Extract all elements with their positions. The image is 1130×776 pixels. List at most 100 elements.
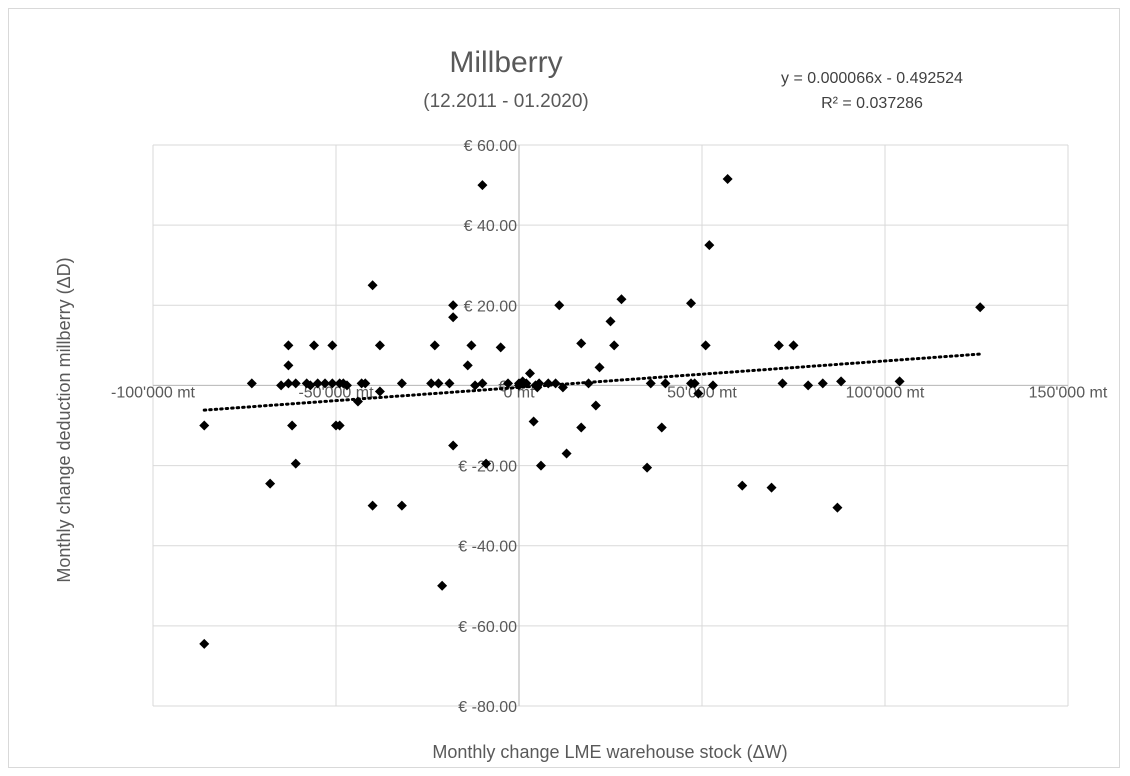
data-point (246, 378, 257, 389)
data-point (773, 340, 784, 351)
data-point (352, 396, 363, 407)
data-point (894, 376, 905, 387)
y-tick-label: € -40.00 (458, 539, 517, 556)
data-point (583, 378, 594, 389)
y-tick-labels: € 60.00€ 40.00€ 20.00€ -€ -20.00€ -40.00… (458, 138, 517, 716)
y-tick-label: € -60.00 (458, 619, 517, 636)
data-point (642, 462, 653, 473)
data-point (320, 378, 331, 389)
data-point (477, 180, 488, 191)
data-point (367, 280, 378, 291)
data-point (287, 420, 298, 431)
data-point (374, 340, 385, 351)
data-point (656, 422, 667, 433)
data-point (576, 422, 587, 433)
data-point (737, 480, 748, 491)
x-tick-label: -100'000 mt (111, 384, 196, 401)
data-point (360, 378, 371, 389)
data-point (803, 380, 814, 391)
data-point (448, 300, 459, 311)
data-point (334, 420, 345, 431)
data-point (766, 482, 777, 493)
data-point (543, 378, 554, 389)
data-point (534, 378, 545, 389)
data-point (605, 316, 616, 327)
data-point (462, 360, 473, 371)
data-point (609, 340, 620, 351)
data-point (374, 386, 385, 397)
data-point (429, 340, 440, 351)
data-point (535, 460, 546, 471)
y-tick-label: € 20.00 (464, 298, 517, 315)
data-point (495, 342, 506, 353)
data-point (396, 378, 407, 389)
data-point (689, 378, 700, 389)
y-tick-label: € -80.00 (458, 699, 517, 716)
data-point (290, 458, 301, 469)
data-point (444, 378, 455, 389)
data-point (466, 340, 477, 351)
data-point (327, 340, 338, 351)
data-point (290, 378, 301, 389)
data-point (524, 368, 535, 379)
data-point (477, 378, 488, 389)
data-point (557, 382, 568, 393)
data-point (309, 340, 320, 351)
data-point (550, 378, 561, 389)
data-point (704, 240, 715, 251)
data-point (594, 362, 605, 373)
data-point (660, 378, 671, 389)
data-point (686, 298, 697, 309)
trendline-group (202, 352, 982, 412)
data-point (448, 312, 459, 323)
data-point (817, 378, 828, 389)
data-point (481, 458, 492, 469)
data-point (975, 302, 986, 313)
data-point (836, 376, 847, 387)
data-point (341, 380, 352, 391)
y-axis-label: Monthly change deduction millberry (ΔD) (54, 257, 74, 582)
data-point (437, 580, 448, 591)
data-point (645, 378, 656, 389)
data-point (528, 416, 539, 427)
data-point (312, 378, 323, 389)
data-point (554, 300, 565, 311)
chart-title: Millberry (449, 46, 562, 79)
data-point (700, 340, 711, 351)
data-point (265, 478, 276, 489)
data-point (788, 340, 799, 351)
data-point (448, 440, 459, 451)
data-point (693, 388, 704, 399)
y-tick-label: € 60.00 (464, 138, 517, 155)
data-point (616, 294, 627, 305)
trendline (202, 352, 982, 412)
data-points (199, 174, 986, 649)
data-point (590, 400, 601, 411)
data-point (426, 378, 437, 389)
data-point (305, 380, 316, 391)
x-tick-label: 100'000 mt (846, 384, 925, 401)
data-point (283, 340, 294, 351)
data-point (576, 338, 587, 349)
data-point (433, 378, 444, 389)
x-axis-label: Monthly change LME warehouse stock (ΔW) (432, 742, 787, 762)
trendline-equation: y = 0.000066x - 0.492524 (781, 70, 963, 87)
data-point (832, 502, 843, 513)
y-tick-label: € -20.00 (458, 459, 517, 476)
data-point (521, 378, 532, 389)
data-point (561, 448, 572, 459)
data-point (283, 378, 294, 389)
data-point (707, 380, 718, 391)
data-point (470, 380, 481, 391)
chart-subtitle: (12.2011 - 01.2020) (423, 91, 589, 112)
data-point (367, 500, 378, 511)
trendline-r-squared: R² = 0.037286 (821, 95, 923, 112)
data-point (396, 500, 407, 511)
data-point (199, 420, 210, 431)
data-point (722, 174, 733, 185)
data-point (327, 378, 338, 389)
x-tick-labels: -100'000 mt -50'000 mt 0 mt 50'000 mt 100'00… (111, 384, 1108, 401)
data-point (276, 380, 287, 391)
data-point (777, 378, 788, 389)
